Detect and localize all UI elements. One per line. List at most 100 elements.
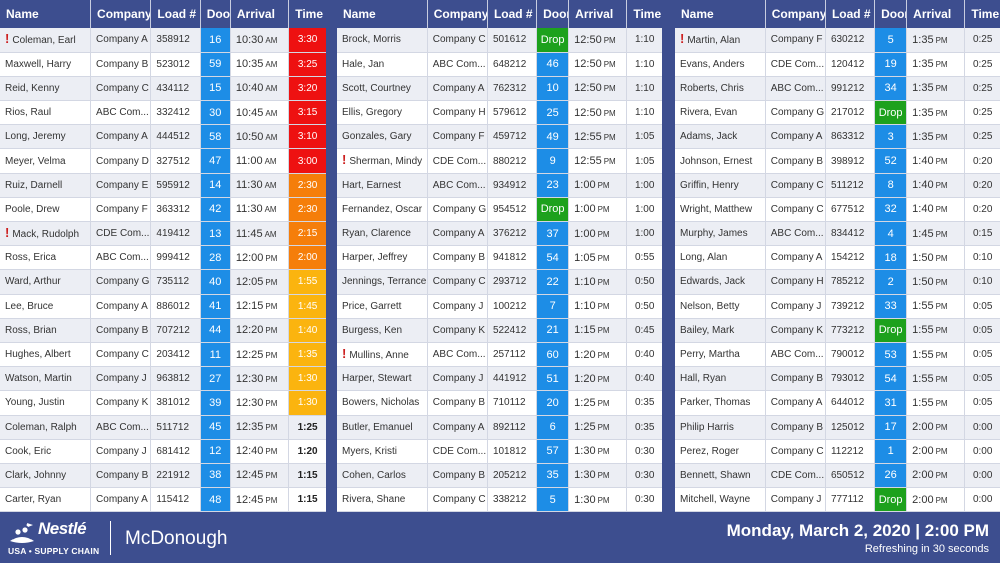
wait-time-cell: 1:05: [626, 148, 662, 174]
wait-time-cell: 0:20: [964, 173, 1000, 198]
table-row[interactable]: Maxwell, Harry Company B 523012 59 10:35 AM 3:…: [0, 52, 326, 77]
table-row[interactable]: Long, Alan Company A 154212 18 1:50 PM 0:10: [675, 245, 1000, 271]
table-row[interactable]: Jennings, Terrance Company C 293712 22 1:10 P…: [337, 269, 662, 295]
arrival-cell: 12:30 PM: [230, 366, 290, 392]
table-row[interactable]: Ryan, Clarence Company A 376212 37 1:00 PM 1:0…: [337, 221, 662, 247]
table-row[interactable]: Fernandez, Oscar Company G 954512 Drop 1:00 P…: [337, 197, 662, 223]
arrival-ampm: PM: [935, 423, 948, 433]
wait-time-cell: 0:25: [964, 100, 1000, 126]
table-row[interactable]: Mitchell, Wayne Company J 777112 Drop 2:00 PM…: [675, 487, 1000, 513]
table-row[interactable]: Ellis, Gregory Company H 579612 25 12:50 PM 1:…: [337, 100, 662, 126]
table-row[interactable]: Meyer, Velma Company D 327512 47 11:00 AM 3:00: [0, 148, 326, 174]
table-row[interactable]: Philip Harris Company B 125012 17 2:00 PM 0:00: [675, 415, 1000, 440]
driver-name: Clark, Johnny: [5, 469, 67, 481]
table-row[interactable]: Rios, Raul ABC Com... 332412 30 10:45 AM 3:15: [0, 100, 326, 126]
company-cell: CDE Com...: [765, 52, 826, 77]
wait-time-cell: 1:55: [288, 269, 326, 295]
arrival-time: 1:50: [912, 275, 934, 288]
table-row[interactable]: ! Coleman, Earl Company A 358912 16 10:30 AM 3:…: [0, 28, 326, 53]
table-row[interactable]: Perry, Martha ABC Com... 790012 53 1:55 PM 0:0…: [675, 342, 1000, 368]
table-row[interactable]: Hart, Earnest ABC Com... 934912 23 1:00 PM 1:0…: [337, 173, 662, 198]
door-number-badge: 35: [536, 463, 570, 489]
door-number-badge: 20: [536, 390, 570, 416]
table-row[interactable]: Long, Jeremy Company A 444512 58 10:50 AM 3:10: [0, 124, 326, 150]
table-row[interactable]: Cook, Eric Company J 681412 12 12:40 PM 1:20: [0, 439, 326, 464]
table-row[interactable]: Hall, Ryan Company B 793012 54 1:55 PM 0:05: [675, 366, 1000, 392]
table-row[interactable]: Butler, Emanuel Company A 892112 6 1:25 PM 0:3…: [337, 415, 662, 440]
table-row[interactable]: Ross, Erica ABC Com... 999412 28 12:00 PM 2:00: [0, 245, 326, 271]
table-row[interactable]: Wright, Matthew Company C 677512 32 1:40 PM 0:…: [675, 197, 1000, 223]
table-row[interactable]: Young, Justin Company K 381012 39 12:30 PM 1:3…: [0, 390, 326, 416]
table-row[interactable]: Harper, Stewart Company J 441912 51 1:20 PM 0:…: [337, 366, 662, 392]
table-row[interactable]: Rivera, Shane Company C 338212 5 1:30 PM 0:30: [337, 487, 662, 513]
arrival-time: 12:55: [574, 130, 602, 143]
door-drop-badge: Drop: [874, 487, 908, 513]
driver-name: Coleman, Ralph: [5, 421, 77, 433]
table-row[interactable]: Gonzales, Gary Company F 459712 49 12:55 PM 1:…: [337, 124, 662, 150]
table-row[interactable]: Adams, Jack Company A 863312 3 1:35 PM 0:25: [675, 124, 1000, 150]
table-row[interactable]: Murphy, James ABC Com... 834412 4 1:45 PM 0:15: [675, 221, 1000, 247]
table-row[interactable]: ! Mullins, Anne ABC Com... 257112 60 1:20 PM 0:…: [337, 342, 662, 368]
arrival-time: 1:40: [912, 203, 934, 216]
column-header-load: Load #: [825, 0, 876, 28]
table-row[interactable]: Bennett, Shawn CDE Com... 650512 26 2:00 PM 0:…: [675, 463, 1000, 489]
arrival-cell: 1:35 PM: [906, 100, 966, 126]
table-row[interactable]: Harper, Jeffrey Company B 941812 54 1:05 PM 0:…: [337, 245, 662, 271]
load-number-cell: 963812: [150, 366, 201, 392]
table-row[interactable]: Parker, Thomas Company A 644012 31 1:55 PM 0:0…: [675, 390, 1000, 416]
door-number-badge: 42: [200, 197, 231, 223]
driver-name-cell: Bailey, Mark: [675, 318, 766, 343]
table-row[interactable]: Myers, Kristi CDE Com... 101812 57 1:30 PM 0:3…: [337, 439, 662, 464]
table-row[interactable]: ! Martin, Alan Company F 630212 5 1:35 PM 0:25: [675, 28, 1000, 53]
arrival-ampm: PM: [935, 471, 948, 481]
table-row[interactable]: ! Mack, Rudolph CDE Com... 419412 13 11:45 AM 2…: [0, 221, 326, 247]
table-row[interactable]: Poole, Drew Company F 363312 42 11:30 AM 2:30: [0, 197, 326, 223]
table-row[interactable]: Rivera, Evan Company G 217012 Drop 1:35 PM 0:2…: [675, 100, 1000, 126]
wait-time-cell: 1:45: [288, 294, 326, 319]
arrival-time: 12:55: [574, 155, 602, 168]
table-row[interactable]: Brock, Morris Company C 501612 Drop 12:50 PM 1…: [337, 28, 662, 53]
table-row[interactable]: Clark, Johnny Company B 221912 38 12:45 PM 1:1…: [0, 463, 326, 489]
table-row[interactable]: Evans, Anders CDE Com... 120412 19 1:35 PM 0:2…: [675, 52, 1000, 77]
load-number-cell: 205212: [487, 463, 538, 489]
load-number-cell: 648212: [487, 52, 538, 77]
arrival-time: 2:00: [912, 445, 934, 458]
table-row[interactable]: Price, Garrett Company J 100212 7 1:10 PM 0:50: [337, 294, 662, 319]
table-row[interactable]: Scott, Courtney Company A 762312 10 12:50 PM 1…: [337, 76, 662, 102]
table-row[interactable]: Lee, Bruce Company A 886012 41 12:15 PM 1:45: [0, 294, 326, 319]
table-row[interactable]: Cohen, Carlos Company B 205212 35 1:30 PM 0:30: [337, 463, 662, 489]
load-number-cell: 332412: [150, 100, 201, 126]
table-row[interactable]: Carter, Ryan Company A 115412 48 12:45 PM 1:15: [0, 487, 326, 513]
table-row[interactable]: Griffin, Henry Company C 511212 8 1:40 PM 0:20: [675, 173, 1000, 198]
wait-time-cell: 0:25: [964, 76, 1000, 102]
table-row[interactable]: Hughes, Albert Company C 203412 11 12:25 PM 1:…: [0, 342, 326, 368]
table-row[interactable]: Coleman, Ralph ABC Com... 511712 45 12:35 PM 1…: [0, 415, 326, 440]
arrival-cell: 11:45 AM: [230, 221, 290, 247]
table-row[interactable]: Watson, Martin Company J 963812 27 12:30 PM 1:…: [0, 366, 326, 392]
table-row[interactable]: Ruiz, Darnell Company E 595912 14 11:30 AM 2:3…: [0, 173, 326, 198]
driver-name-cell: Clark, Johnny: [0, 463, 92, 489]
column-header-name: Name: [337, 0, 428, 28]
wait-time-cell: 0:55: [626, 245, 662, 271]
driver-name: Parker, Thomas: [680, 397, 751, 409]
table-row[interactable]: Johnson, Ernest Company B 398912 52 1:40 PM 0:…: [675, 148, 1000, 174]
table-row[interactable]: Ward, Arthur Company G 735112 40 12:05 PM 1:55: [0, 269, 326, 295]
table-row[interactable]: Nelson, Betty Company J 739212 33 1:55 PM 0:05: [675, 294, 1000, 319]
table-row[interactable]: Burgess, Ken Company K 522412 21 1:15 PM 0:45: [337, 318, 662, 343]
table-row[interactable]: Roberts, Chris ABC Com... 991212 34 1:35 PM 0:…: [675, 76, 1000, 102]
table-row[interactable]: Ross, Brian Company B 707212 44 12:20 PM 1:40: [0, 318, 326, 343]
table-row[interactable]: Hale, Jan ABC Com... 648212 46 12:50 PM 1:10: [337, 52, 662, 77]
arrival-cell: 12:05 PM: [230, 269, 290, 295]
table-row[interactable]: Reid, Kenny Company C 434112 15 10:40 AM 3:20: [0, 76, 326, 102]
load-number-cell: 398912: [825, 148, 876, 174]
table-row[interactable]: Edwards, Jack Company H 785212 2 1:50 PM 0:10: [675, 269, 1000, 295]
load-number-cell: 579612: [487, 100, 538, 126]
driver-name: Griffin, Henry: [680, 179, 739, 191]
driver-name-cell: Adams, Jack: [675, 124, 766, 150]
table-row[interactable]: Bailey, Mark Company K 773212 Drop 1:55 PM 0:0…: [675, 318, 1000, 343]
arrival-cell: 1:05 PM: [568, 245, 628, 271]
table-row[interactable]: Bowers, Nicholas Company B 710112 20 1:25 PM 0…: [337, 390, 662, 416]
table-row[interactable]: Perez, Roger Company C 112212 1 2:00 PM 0:00: [675, 439, 1000, 464]
table-row[interactable]: ! Sherman, Mindy CDE Com... 880212 9 12:55 PM 1…: [337, 148, 662, 174]
company-cell: CDE Com...: [427, 148, 488, 174]
